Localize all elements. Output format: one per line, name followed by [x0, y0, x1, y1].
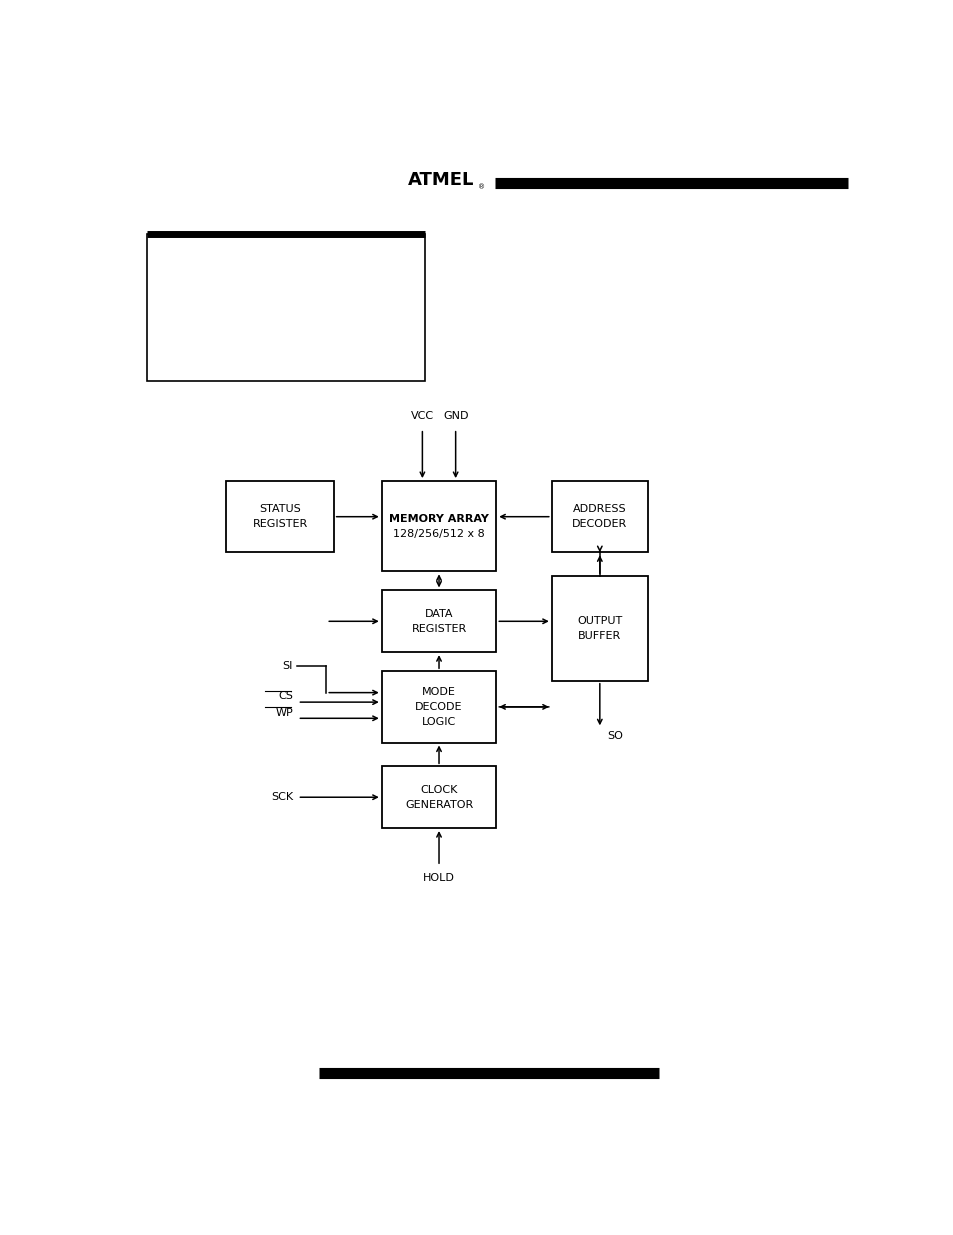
Text: CS: CS [278, 692, 293, 701]
Text: OUTPUT: OUTPUT [577, 616, 621, 626]
Text: REGISTER: REGISTER [411, 624, 466, 634]
Text: DECODER: DECODER [572, 519, 627, 530]
Bar [226, 482, 334, 552]
Bar [381, 766, 496, 829]
Text: SO: SO [606, 731, 622, 741]
Bar [381, 482, 496, 572]
Text: DECODE: DECODE [415, 701, 462, 711]
Bar [381, 590, 496, 652]
Text: 128/256/512 x 8: 128/256/512 x 8 [393, 529, 484, 538]
Text: LOGIC: LOGIC [421, 718, 456, 727]
Text: WP: WP [275, 708, 293, 718]
Bar [381, 672, 496, 742]
Text: SI: SI [282, 662, 293, 672]
Text: MODE: MODE [421, 687, 456, 697]
Text: SCK: SCK [271, 792, 293, 803]
Text: GENERATOR: GENERATOR [404, 800, 473, 810]
Bar [147, 233, 424, 382]
Bar [551, 576, 647, 680]
Text: REGISTER: REGISTER [253, 519, 308, 530]
Bar [551, 482, 647, 552]
Text: VCC: VCC [411, 411, 434, 421]
Text: ®: ® [477, 184, 484, 190]
Text: MEMORY ARRAY: MEMORY ARRAY [389, 514, 489, 524]
Text: HOLD: HOLD [422, 873, 455, 883]
Text: BUFFER: BUFFER [578, 631, 620, 641]
Text: DATA: DATA [424, 609, 453, 619]
Text: ADDRESS: ADDRESS [573, 504, 626, 514]
Text: CLOCK: CLOCK [420, 784, 457, 794]
Text: STATUS: STATUS [259, 504, 300, 514]
Text: ATMEL: ATMEL [407, 170, 474, 189]
Text: GND: GND [442, 411, 468, 421]
